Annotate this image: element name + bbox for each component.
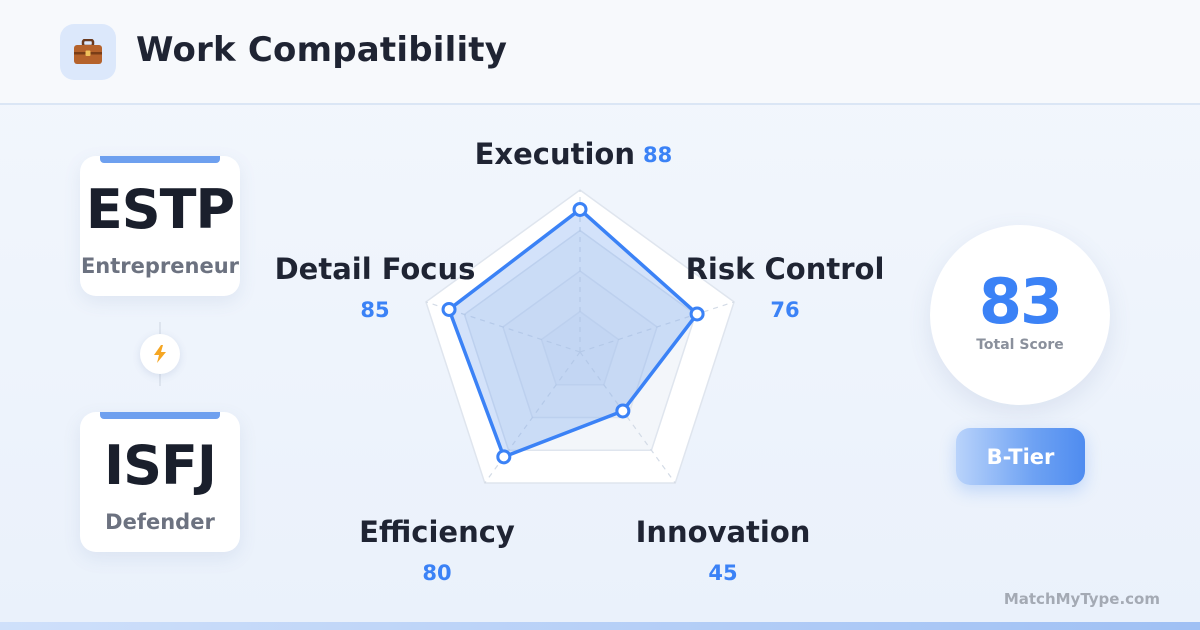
radar-axis-label: Detail Focus <box>275 252 476 286</box>
radar-axis-label: Risk Control <box>686 252 885 286</box>
header: Work Compatibility <box>0 0 1200 105</box>
type-code: ESTP <box>85 178 235 241</box>
radar-data-point <box>689 306 705 322</box>
radar-value-label: 45 <box>708 561 737 585</box>
radar-axis-label: Innovation <box>636 515 811 549</box>
radar-value-label: 85 <box>360 298 389 322</box>
type-name: Entrepreneur <box>80 254 240 278</box>
card-accent-bar <box>100 412 220 419</box>
card-accent-bar <box>100 156 220 163</box>
total-score-circle: 83 Total Score <box>930 225 1110 405</box>
radar-axis-label: Execution <box>475 137 635 171</box>
radar-value-label: 76 <box>770 298 799 322</box>
radar-data-point <box>615 403 631 419</box>
radar-value-label: 88 <box>643 143 672 167</box>
type-card-second: ISFJ Defender <box>80 412 240 552</box>
radar-spoke <box>579 351 676 484</box>
page-title: Work Compatibility <box>136 30 508 70</box>
type-card-first: ESTP Entrepreneur <box>80 156 240 296</box>
radar-axis-label: Efficiency <box>359 515 515 549</box>
brand-footer: MatchMyType.com <box>1003 590 1160 608</box>
tier-badge: B-Tier <box>956 428 1085 485</box>
radar-data-area <box>447 207 699 459</box>
briefcase-icon <box>60 24 116 80</box>
radar-data-point <box>572 201 588 217</box>
type-code: ISFJ <box>104 434 217 497</box>
radar-spoke <box>579 301 735 353</box>
total-score-value: 83 <box>978 265 1063 338</box>
bottom-strip <box>0 622 1200 630</box>
radar-value-label: 80 <box>422 561 451 585</box>
type-name: Defender <box>105 510 215 534</box>
lightning-icon <box>140 334 180 374</box>
radar-data-point <box>496 449 512 465</box>
total-score-label: Total Score <box>976 337 1064 353</box>
radar-data-point <box>441 301 457 317</box>
